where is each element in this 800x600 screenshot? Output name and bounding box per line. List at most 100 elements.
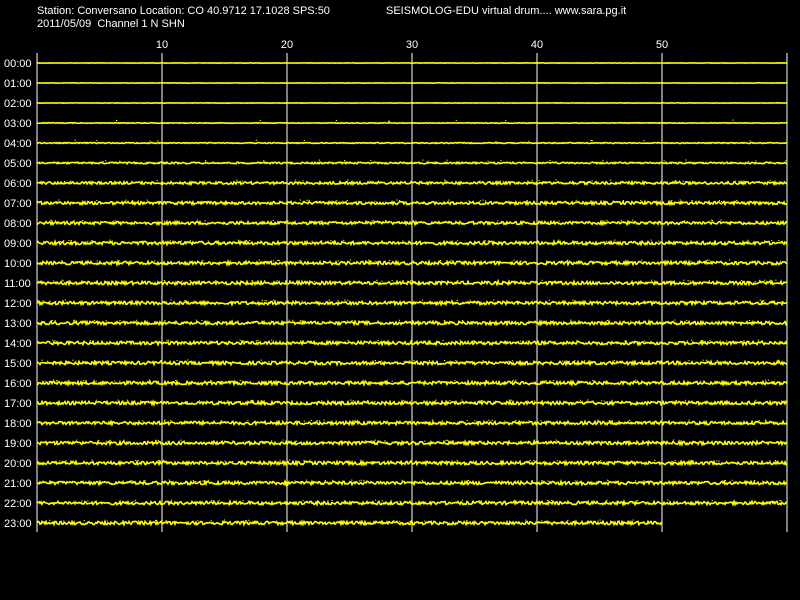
trace-speckle: [577, 500, 580, 502]
trace-speckle: [87, 500, 89, 502]
trace-speckle: [424, 440, 426, 442]
trace-speckle: [327, 500, 329, 502]
trace-speckle: [270, 320, 272, 322]
trace-speckle: [372, 219, 374, 221]
trace-speckle: [515, 379, 517, 381]
trace-speckle: [591, 180, 593, 182]
trace-speckle: [321, 400, 323, 402]
trace-speckle: [681, 200, 683, 202]
trace-speckle: [780, 500, 782, 502]
trace-speckle: [432, 320, 434, 322]
trace-speckle: [313, 280, 316, 282]
trace-speckle: [399, 520, 401, 522]
trace-speckle: [567, 259, 569, 261]
trace-speckle: [458, 520, 460, 522]
trace-speckle: [160, 360, 162, 362]
trace-speckle: [622, 200, 624, 201]
trace-speckle: [170, 420, 172, 422]
trace-speckle: [576, 241, 578, 242]
trace-speckle: [391, 280, 393, 281]
trace-speckle: [515, 500, 517, 502]
trace-speckle: [497, 279, 499, 281]
trace-speckle: [620, 219, 622, 221]
trace-speckle: [272, 340, 274, 342]
trace-speckle: [748, 319, 750, 321]
trace-speckle: [288, 319, 290, 321]
trace-speckle: [337, 300, 339, 302]
trace-speckle: [627, 440, 629, 442]
trace-speckle: [605, 380, 607, 382]
trace-speckle: [365, 260, 367, 262]
trace-speckle: [736, 200, 738, 201]
trace-speckle: [674, 180, 676, 181]
trace-speckle: [192, 480, 194, 482]
trace-speckle: [635, 480, 637, 482]
trace-speckle: [780, 440, 782, 442]
station-info: Station: Conversano Location: CO 40.9712…: [37, 5, 330, 17]
trace-speckle: [755, 160, 757, 162]
trace-speckle: [527, 440, 529, 442]
trace-speckle: [559, 420, 561, 422]
trace-speckle: [732, 119, 734, 121]
trace-speckle: [307, 260, 309, 262]
trace-speckle: [764, 279, 766, 281]
trace-speckle: [526, 200, 528, 201]
trace-speckle: [495, 380, 497, 382]
trace-speckle: [682, 180, 684, 182]
trace-speckle: [251, 280, 253, 282]
trace-speckle: [205, 500, 207, 502]
trace-speckle: [605, 241, 608, 242]
trace-speckle: [245, 241, 247, 242]
trace-speckle: [562, 360, 564, 362]
trace-speckle: [396, 199, 398, 201]
trace-speckle: [339, 401, 341, 402]
labels: 10 20 30 40 50 00:00 01:00 02:00 03:00 04:00 05:00…: [4, 39, 668, 530]
trace-speckle: [257, 339, 259, 341]
trace-speckle: [255, 340, 257, 342]
trace-speckle: [572, 299, 574, 301]
trace-speckle: [442, 340, 444, 341]
trace-speckle: [73, 219, 75, 221]
grid: [36, 53, 788, 532]
trace-row: [36, 359, 788, 367]
trace-speckle: [478, 400, 480, 402]
trace-speckle: [259, 120, 261, 121]
trace-speckle: [485, 380, 487, 381]
trace-speckle: [189, 240, 191, 242]
trace-speckle: [771, 280, 773, 282]
trace-speckle: [242, 500, 244, 502]
trace-speckle: [520, 260, 522, 262]
trace-speckle: [236, 179, 238, 181]
trace-speckle: [47, 360, 49, 362]
trace-row: [36, 238, 788, 247]
trace-speckle: [75, 360, 77, 362]
trace-speckle: [525, 519, 527, 521]
trace-speckle: [134, 460, 137, 461]
trace-speckle: [762, 300, 765, 302]
trace-speckle: [547, 480, 549, 482]
trace-speckle: [744, 300, 746, 302]
trace-speckle: [531, 500, 533, 502]
trace-speckle: [322, 260, 324, 262]
trace-speckle: [767, 379, 770, 381]
trace-speckle: [231, 420, 233, 422]
trace-speckle: [557, 440, 559, 442]
trace-speckle: [49, 300, 51, 302]
trace-speckle: [763, 299, 765, 301]
trace-speckle: [114, 380, 116, 382]
trace-speckle: [163, 220, 165, 222]
trace-speckle: [528, 420, 530, 422]
trace-speckle: [545, 380, 547, 382]
trace-speckle: [370, 260, 372, 262]
trace-row: [36, 399, 788, 408]
trace-speckle: [130, 260, 132, 262]
trace-speckle: [346, 199, 348, 201]
hour-label: 14:00: [4, 338, 32, 350]
trace-speckle: [617, 480, 619, 482]
trace-speckle: [64, 299, 66, 301]
trace-speckle: [485, 200, 487, 202]
trace-speckle: [105, 440, 107, 442]
trace-speckle: [379, 480, 381, 482]
trace-speckle: [549, 160, 551, 161]
trace-speckle: [519, 500, 521, 502]
